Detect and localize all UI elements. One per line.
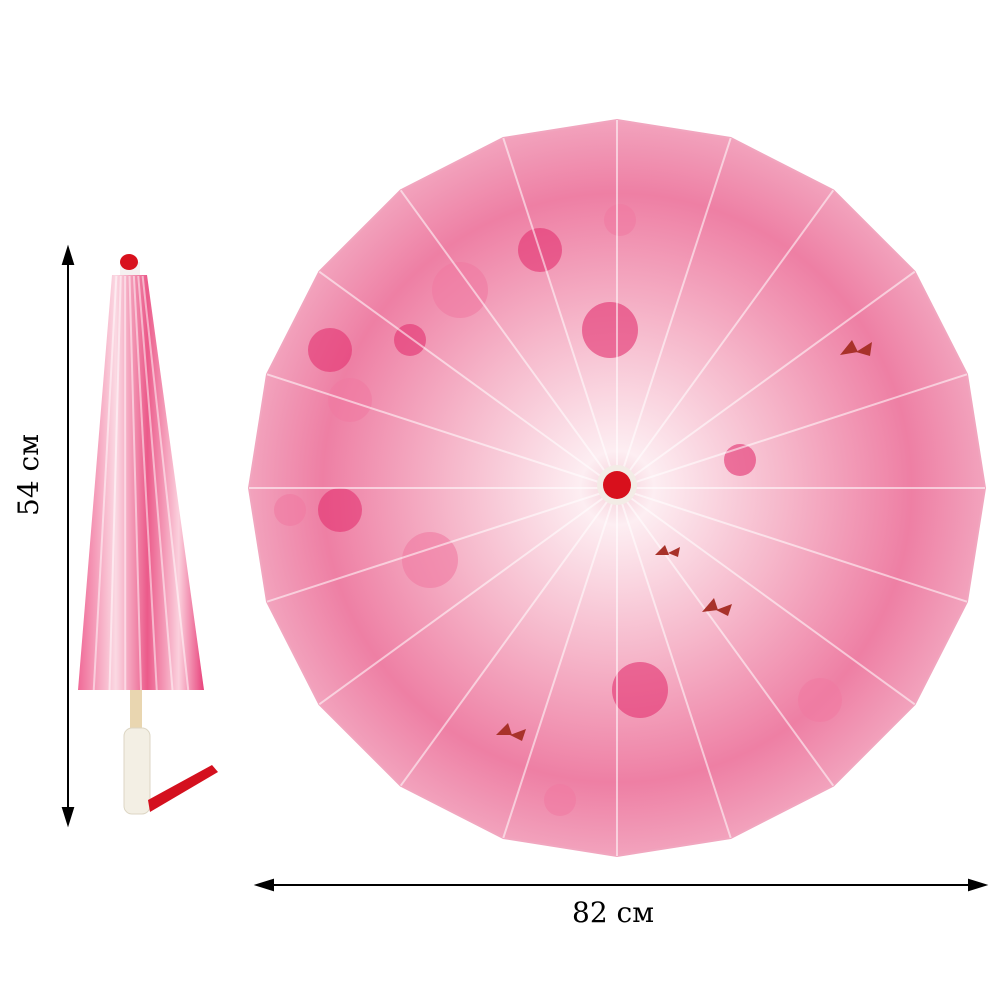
rib (318, 487, 618, 706)
width-label: 82 см (572, 896, 654, 929)
rib (502, 137, 618, 489)
blossom (544, 784, 576, 816)
blossom (274, 494, 306, 526)
rib (616, 270, 916, 489)
tassel (148, 765, 218, 812)
rib (616, 487, 732, 839)
rib (502, 487, 618, 839)
rib (616, 487, 916, 706)
blossom (604, 204, 636, 236)
closed-umbrella (78, 254, 218, 815)
blossom (724, 444, 756, 476)
rib (616, 373, 968, 489)
rib (616, 189, 835, 489)
butterfly-icon (496, 340, 872, 741)
rib (318, 270, 618, 489)
blossom (612, 662, 668, 718)
blossom (582, 302, 638, 358)
height-dimension-arrow (61, 244, 75, 828)
rib (266, 487, 618, 603)
blossom (402, 532, 458, 588)
rib (399, 189, 618, 489)
umbrella-tip-icon (120, 254, 138, 270)
rib (616, 487, 968, 603)
open-umbrella (247, 118, 987, 858)
blossom (318, 488, 362, 532)
height-label: 54 см (12, 434, 45, 516)
rib (616, 487, 835, 787)
width-dimension-arrow (253, 878, 989, 892)
blossom (328, 378, 372, 422)
handle (123, 727, 151, 815)
blossom (308, 328, 352, 372)
rib (616, 137, 732, 489)
blossom (432, 262, 488, 318)
blossom (798, 678, 842, 722)
rib (399, 487, 618, 787)
cherry-blossom-pattern (274, 204, 842, 816)
rib (266, 373, 618, 489)
